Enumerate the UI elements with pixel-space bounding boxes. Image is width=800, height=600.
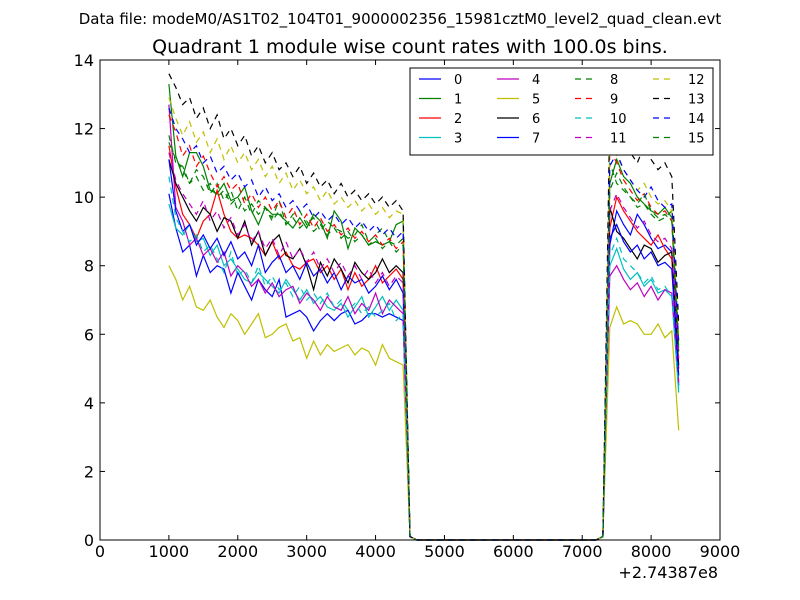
x-tick-label: 3000 [286,542,327,561]
x-tick-label: 4000 [355,542,396,561]
legend-label-13: 13 [688,93,705,108]
legend-box [409,67,714,156]
legend-label-2: 2 [454,112,462,127]
axis-ticks: 0 1000 2000 3000 4000 5000 6000 7000 8000 9000 0 2 4… [74,51,741,561]
legend-label-6: 6 [532,112,540,127]
series-line-2 [168,145,680,541]
legend-label-5: 5 [532,93,540,108]
y-tick-label: 10 [74,188,94,207]
x-tick-label: 9000 [700,542,741,561]
legend-label-12: 12 [688,73,705,88]
y-tick-label: 4 [84,394,94,413]
series-line-10 [168,176,680,541]
x-tick-label: 1000 [149,542,190,561]
x-tick-label: 6000 [493,542,534,561]
x-tick-label: 7000 [562,542,603,561]
legend-label-8: 8 [610,73,618,88]
legend-label-4: 4 [532,73,540,88]
y-tick-label: 2 [84,462,94,481]
x-tick-label: 2000 [217,542,258,561]
y-tick-label: 8 [84,257,94,276]
chart-suptitle: Data file: modeM0/AS1T02_104T01_90000023… [79,10,722,29]
series-line-12 [168,97,680,541]
plot-frame [99,59,721,541]
legend-label-7: 7 [532,132,540,147]
series-line-9 [168,114,680,541]
series-line-0 [168,193,680,541]
x-tick-label: 8000 [631,542,672,561]
chart-title: Quadrant 1 module wise count rates with … [152,36,668,58]
series-line-4 [168,104,680,541]
series-line-8 [168,135,680,541]
series-line-7 [168,159,680,541]
legend-label-1: 1 [454,93,462,108]
legend-label-11: 11 [610,132,627,147]
y-tick-label: 6 [84,325,94,344]
series-line-15 [168,142,680,541]
legend-label-14: 14 [688,112,705,127]
x-tick-label: 0 [95,542,105,561]
series-line-5 [168,265,680,541]
x-offset-label: +2.74387e8 [618,563,718,582]
legend-label-10: 10 [610,112,627,127]
legend-label-15: 15 [688,132,705,147]
series-line-14 [168,107,680,541]
series-line-6 [168,159,680,541]
y-tick-label: 14 [74,51,94,70]
y-tick-label: 12 [74,120,94,139]
legend-label-3: 3 [454,132,462,147]
legend-label-9: 9 [610,93,618,108]
x-tick-label: 5000 [424,542,465,561]
y-tick-label: 0 [84,531,94,550]
legend-label-0: 0 [454,73,462,88]
